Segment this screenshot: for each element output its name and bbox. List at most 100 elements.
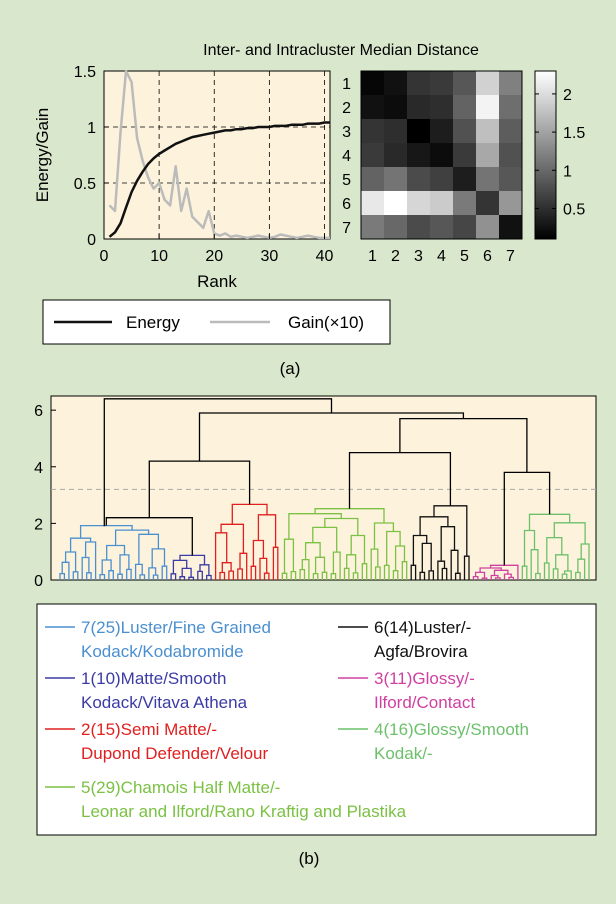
x-tick-label: 10 [150,248,168,265]
x-tick-label: 0 [100,248,109,265]
cluster-legend-sublabel: Dupond Defender/Velour [81,744,268,763]
heatmap-cell [384,215,408,240]
heatmap-cell [499,71,523,96]
cluster-legend-label: 2(15)Semi Matte/- [81,720,217,739]
y-axis-label: Energy/Gain [33,108,52,203]
cluster-legend-box [36,603,597,836]
cluster-legend-sublabel: Ilford/Contact [374,693,475,712]
panel-a-caption: (a) [280,359,301,378]
heatmap-cell [499,143,523,168]
dendrogram: 0 2 4 6 [34,395,597,590]
dendrogram-y-tick-label: 2 [34,516,43,533]
cluster-legend-sublabel: Kodack/Vitava Athena [81,693,248,712]
heatmap-cell [361,191,385,216]
dendrogram-y-tick-label: 4 [34,460,43,477]
heatmap-row-label: 2 [342,100,351,117]
heatmap-frame [360,70,523,240]
colorbar-tick-label: 2 [563,87,572,104]
heatmap-cell [453,119,477,144]
heatmap-col-label: 2 [391,248,400,265]
heatmap-cell [430,191,454,216]
heatmap-cell [453,191,477,216]
heatmap-cell [453,167,477,192]
heatmap-cell [384,143,408,168]
x-tick-label: 20 [205,248,223,265]
colorbar-ticks: 0.5 1 1.5 2 [535,87,585,218]
cluster-legend-label: 4(16)Glossy/Smooth [374,720,529,739]
cluster-legend-items: 7(25)Luster/Fine Grained Kodack/Kodabromi… [45,618,529,821]
heatmap-cell [476,119,500,144]
heatmap-cell [430,167,454,192]
colorbar [534,70,557,240]
heatmap-cell [361,95,385,120]
heatmap-cell [361,167,385,192]
heatmap-cell [407,215,431,240]
heatmap-cell [476,167,500,192]
heatmap-cell [407,71,431,96]
heatmap-col-label: 4 [437,248,446,265]
heatmap-cell [453,143,477,168]
heatmap-col-label: 5 [460,248,469,265]
colorbar-tick-label: 0.5 [563,201,585,218]
heatmap-cell [499,191,523,216]
dendrogram-y-ticks: 0 2 4 6 [34,403,56,590]
plot-legend: Energy Gain(×10) [42,299,391,345]
x-axis-label: Rank [197,272,237,291]
legend-label-energy: Energy [126,313,180,332]
legend-label-gain: Gain(×10) [288,313,364,332]
heatmap-row-labels: 1 2 3 4 5 6 7 [342,76,351,237]
heatmap-cell [453,95,477,120]
heatmap-col-label: 6 [483,248,492,265]
heatmap-cell [361,71,385,96]
heatmap-row-label: 7 [342,220,351,237]
y-tick-label: 1.5 [74,64,96,81]
heatmap-cell [407,167,431,192]
dendrogram-y-tick-label: 6 [34,403,43,420]
heatmap-row-label: 5 [342,172,351,189]
cluster-legend-label: 1(10)Matte/Smooth [81,669,227,688]
heatmap-cell [384,167,408,192]
heatmap-cell [476,143,500,168]
dendrogram-links [59,398,590,580]
y-ticks: 0 0.5 1 1.5 [74,64,109,249]
cluster-legend-sublabel: Kodak/- [374,744,433,763]
cluster-legend: 7(25)Luster/Fine Grained Kodack/Kodabromi… [36,603,597,836]
heatmap-cell [499,119,523,144]
cluster-legend-label: 3(11)Glossy/- [374,669,475,688]
heatmap-title: Inter- and Intracluster Median Distance [203,42,479,59]
heatmap-cell [499,95,523,120]
energy-line [108,121,330,238]
dendrogram-area [50,395,597,581]
heatmap-cell [430,71,454,96]
panel-b-caption: (b) [299,849,320,868]
gain-line [108,69,330,240]
heatmap-row-label: 6 [342,196,351,213]
heatmap-row-label: 3 [342,124,351,141]
heatmap-cell [407,95,431,120]
heatmap-cell [453,215,477,240]
heatmap-cell [453,71,477,96]
heatmap-row-label: 4 [342,148,351,165]
y-tick-label: 0 [87,232,96,249]
heatmap-col-label: 7 [506,248,515,265]
x-tick-label: 40 [316,248,334,265]
heatmap-cell [430,215,454,240]
heatmap-cell [407,119,431,144]
heatmap-cell [476,71,500,96]
heatmap-cell [430,119,454,144]
plot-series [108,69,330,240]
heatmap-cell [476,215,500,240]
heatmap-cell [407,143,431,168]
cluster-legend-label: 6(14)Luster/- [374,618,471,637]
heatmap-cell [384,95,408,120]
energy-gain-plot: 0 10 20 30 40 0 0.5 1 1.5 Rank Energy/Gain [33,64,333,291]
heatmap-cell [430,143,454,168]
y-tick-label: 1 [87,120,96,137]
heatmap-col-label: 1 [368,248,377,265]
cluster-legend-label: 5(29)Chamois Half Matte/- [81,778,280,797]
colorbar-tick-label: 1.5 [563,125,585,142]
colorbar-tick-label: 1 [563,163,572,180]
heatmap-cell [430,95,454,120]
